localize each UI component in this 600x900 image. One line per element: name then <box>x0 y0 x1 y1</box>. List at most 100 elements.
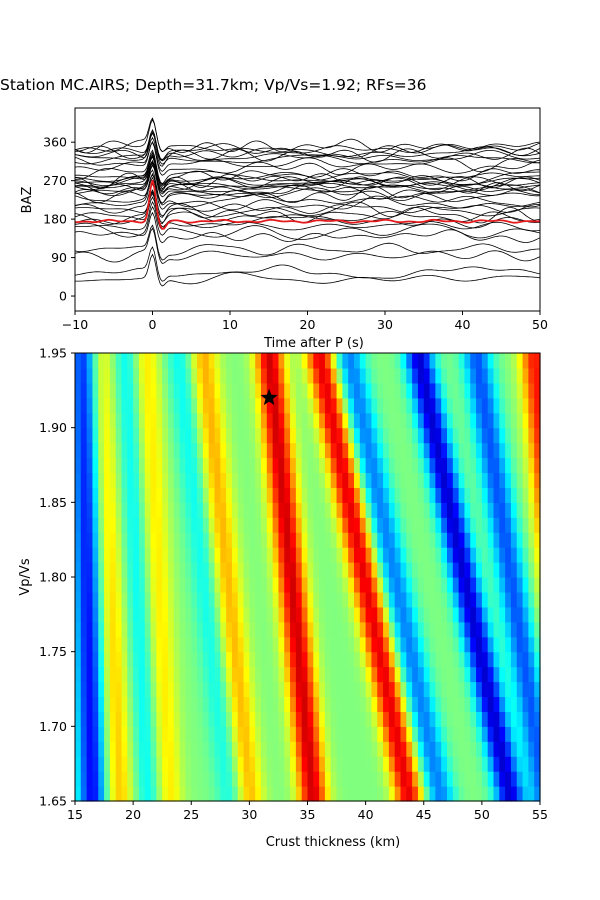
heatmap-cell <box>266 786 274 802</box>
heatmap-cell <box>249 397 256 414</box>
heatmap-cell <box>377 711 384 727</box>
heatmap-cell <box>121 517 128 533</box>
heatmap-cell <box>307 681 314 698</box>
heatmap-cell <box>86 427 94 444</box>
heatmap-cell <box>423 786 431 802</box>
heatmap-cell <box>284 562 291 578</box>
heatmap-cell <box>150 711 157 727</box>
heatmap-cell <box>138 771 146 787</box>
heatmap-cell <box>348 681 355 698</box>
heatmap-cell <box>371 382 378 399</box>
heatmap-cell <box>75 741 82 757</box>
heatmap-cell <box>75 786 82 802</box>
heatmap-cell <box>144 756 152 772</box>
heatmap-cell <box>481 353 489 369</box>
heatmap-cell <box>324 353 332 369</box>
heatmap-cell <box>231 382 239 399</box>
heatmap-cell <box>348 711 355 727</box>
heatmap-cell <box>505 726 512 742</box>
heatmap-cell <box>75 756 82 772</box>
heatmap-cell <box>243 651 250 668</box>
heatmap-cell <box>516 636 524 653</box>
heatmap-cell <box>464 577 471 593</box>
heatmap-cell <box>150 487 157 503</box>
heatmap-cell <box>481 397 489 414</box>
heatmap-cell <box>197 577 204 593</box>
heatmap-cell <box>470 786 477 802</box>
heatmap-cell <box>231 666 239 683</box>
heatmap-cell <box>359 681 367 698</box>
heatmap-cell <box>470 756 477 772</box>
heatmap-cell <box>162 367 169 384</box>
heatmap-cell <box>214 382 221 399</box>
heatmap-cell <box>470 547 477 563</box>
heatmap-cell <box>75 621 82 638</box>
heatmap-cell <box>156 367 163 384</box>
heatmap-cell <box>249 562 256 578</box>
heatmap-cell <box>231 367 239 384</box>
heatmap-cell <box>202 517 210 533</box>
heatmap-cell <box>80 726 88 742</box>
heatmap-cell <box>278 353 285 369</box>
heatmap-cell <box>487 711 495 727</box>
heatmap-cell <box>92 756 99 772</box>
heatmap-cell <box>307 367 314 384</box>
heatmap-cell <box>249 517 256 533</box>
heatmap-cell <box>278 472 285 488</box>
heatmap-cell <box>516 591 524 608</box>
heatmap-cell <box>336 487 343 503</box>
heatmap-cell <box>86 517 94 533</box>
heatmap-cell <box>92 382 99 399</box>
heatmap-cell <box>121 591 128 608</box>
heatmap-cell <box>412 502 419 518</box>
heatmap-cell <box>80 382 88 399</box>
heatmap-cell <box>278 487 285 503</box>
heatmap-cell <box>423 711 431 727</box>
heatmap-cell <box>348 502 355 518</box>
heatmap-cell <box>464 517 471 533</box>
heatmap-cell <box>528 472 535 488</box>
heatmap-cell <box>156 472 163 488</box>
heatmap-cell <box>400 427 407 444</box>
heatmap-cell <box>371 562 378 578</box>
heatmap-cell <box>464 666 471 683</box>
heatmap-cell <box>313 621 320 638</box>
heatmap-cell <box>284 786 291 802</box>
heatmap-cell <box>522 457 529 474</box>
heatmap-cell <box>121 636 128 653</box>
heatmap-cell <box>313 532 320 548</box>
heatmap-cell <box>476 547 483 563</box>
heatmap-cell <box>179 681 187 698</box>
heatmap-cell <box>348 651 355 668</box>
heatmap-cell <box>98 651 105 668</box>
heatmap-cell <box>377 487 384 503</box>
heatmap-cell <box>435 397 442 414</box>
heatmap-cell <box>400 786 407 802</box>
heatmap-cell <box>441 412 448 429</box>
heatmap-cell <box>476 367 483 384</box>
heatmap-cell <box>162 621 169 638</box>
heatmap-cell <box>214 621 221 638</box>
heatmap-cell <box>191 786 198 802</box>
heatmap-cell <box>330 591 338 608</box>
heatmap-cell <box>348 412 355 429</box>
heatmap-cell <box>162 591 169 608</box>
heatmap-cell <box>278 591 285 608</box>
heatmap-cell <box>295 353 303 369</box>
heatmap-cell <box>348 487 355 503</box>
heatmap-cell <box>464 397 471 414</box>
heatmap-cell <box>150 427 157 444</box>
heatmap-cell <box>476 412 483 429</box>
heatmap-cell <box>109 502 117 518</box>
heatmap-cell <box>202 741 210 757</box>
heatmap-cell <box>255 771 262 787</box>
heatmap-cell <box>534 502 541 518</box>
heatmap-cell <box>80 502 88 518</box>
heatmap-cell <box>266 771 274 787</box>
heatmap-cell <box>121 606 128 623</box>
heatmap-cell <box>499 651 506 668</box>
heatmap-cell <box>522 681 529 698</box>
heatmap-cell <box>487 562 495 578</box>
heatmap-cell <box>231 502 239 518</box>
heatmap-cell <box>144 427 152 444</box>
